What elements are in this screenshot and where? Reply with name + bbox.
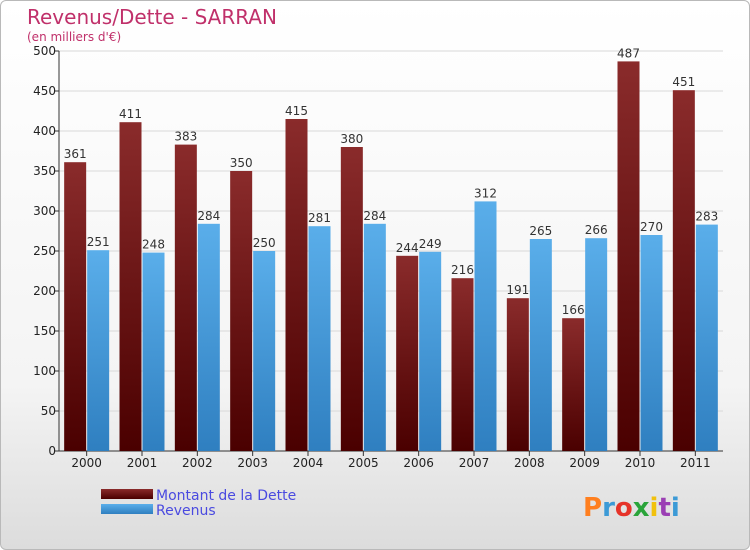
bar-revenus	[197, 223, 220, 451]
x-tick-label: 2002	[182, 456, 213, 470]
legend-swatch-revenus	[101, 504, 153, 514]
data-label: 380	[340, 132, 363, 146]
data-label: 411	[119, 107, 142, 121]
y-tick-label: 450	[33, 84, 56, 98]
data-label: 248	[142, 238, 165, 252]
x-tick-label: 2000	[71, 456, 102, 470]
data-label: 284	[363, 209, 386, 223]
chart-title: Revenus/Dette - SARRAN	[27, 5, 277, 29]
x-tick-label: 2008	[514, 456, 545, 470]
data-label: 251	[87, 235, 110, 249]
bar-debt	[174, 144, 197, 451]
legend-swatch-debt	[101, 489, 153, 499]
data-label: 265	[529, 224, 552, 238]
legend-label-debt: Montant de la Dette	[156, 488, 296, 504]
data-label: 250	[253, 236, 276, 250]
bar-revenus	[142, 252, 165, 451]
bar-debt	[672, 90, 695, 451]
x-tick-label: 2001	[127, 456, 158, 470]
bar-revenus	[253, 251, 276, 451]
data-label: 487	[617, 46, 640, 60]
y-tick-label: 350	[33, 164, 56, 178]
x-tick-label: 2005	[348, 456, 379, 470]
axes: 0 50 100 150 200 250 300 350 400 450 500 2000 2001 20…	[33, 44, 723, 470]
bar-revenus	[474, 201, 497, 451]
data-label: 166	[562, 303, 585, 317]
x-tick-label: 2010	[625, 456, 656, 470]
bar-debt	[230, 171, 253, 451]
legend: Montant de la Dette Revenus	[101, 488, 296, 519]
bar-debt	[617, 61, 640, 452]
data-label: 350	[230, 156, 253, 170]
data-label: 266	[585, 223, 608, 237]
x-tick-label: 2007	[459, 456, 490, 470]
bar-revenus	[529, 239, 552, 451]
y-tick-label: 100	[33, 364, 56, 378]
grid-lines	[59, 50, 723, 452]
bar-debt	[506, 298, 529, 451]
data-label: 361	[64, 147, 87, 161]
bar-debt	[396, 255, 419, 451]
x-tick-label: 2009	[569, 456, 600, 470]
bar-revenus	[640, 235, 663, 451]
chart-subtitle: (en milliers d'€)	[27, 30, 121, 44]
data-label: 383	[174, 130, 197, 144]
y-tick-label: 200	[33, 284, 56, 298]
y-tick-label: 400	[33, 124, 56, 138]
bars	[64, 61, 718, 452]
data-label: 284	[197, 209, 220, 223]
bar-debt	[64, 162, 87, 451]
bar-revenus	[695, 224, 718, 451]
bar-debt	[451, 278, 474, 451]
x-tick-label: 2011	[680, 456, 711, 470]
y-tick-label: 500	[33, 44, 56, 58]
bar-revenus	[585, 238, 608, 451]
y-tick-label: 250	[33, 244, 56, 258]
bar-debt	[340, 147, 363, 451]
y-tick-label: 300	[33, 204, 56, 218]
y-tick-label: 0	[48, 444, 56, 458]
bar-debt	[119, 122, 142, 451]
data-label: 244	[396, 241, 419, 255]
data-label: 191	[506, 283, 529, 297]
data-label: 216	[451, 263, 474, 277]
x-tick-label: 2004	[293, 456, 324, 470]
data-label: 415	[285, 104, 308, 118]
bar-revenus	[87, 250, 110, 451]
bar-revenus	[308, 226, 331, 451]
bar-debt	[285, 119, 308, 451]
y-tick-label: 50	[41, 404, 56, 418]
bar-revenus	[419, 251, 442, 451]
x-tick-label: 2006	[403, 456, 434, 470]
data-label: 249	[419, 237, 442, 251]
y-tick-label: 150	[33, 324, 56, 338]
bar-debt	[562, 318, 585, 451]
data-label: 451	[672, 75, 695, 89]
x-tick-label: 2003	[237, 456, 268, 470]
data-label: 281	[308, 211, 331, 225]
data-label: 270	[640, 220, 663, 234]
legend-label-revenus: Revenus	[156, 503, 216, 519]
data-label: 312	[474, 186, 497, 200]
data-label: 283	[695, 210, 718, 224]
proxiti-logo: Proxiti	[583, 493, 680, 523]
bar-revenus	[363, 223, 386, 451]
